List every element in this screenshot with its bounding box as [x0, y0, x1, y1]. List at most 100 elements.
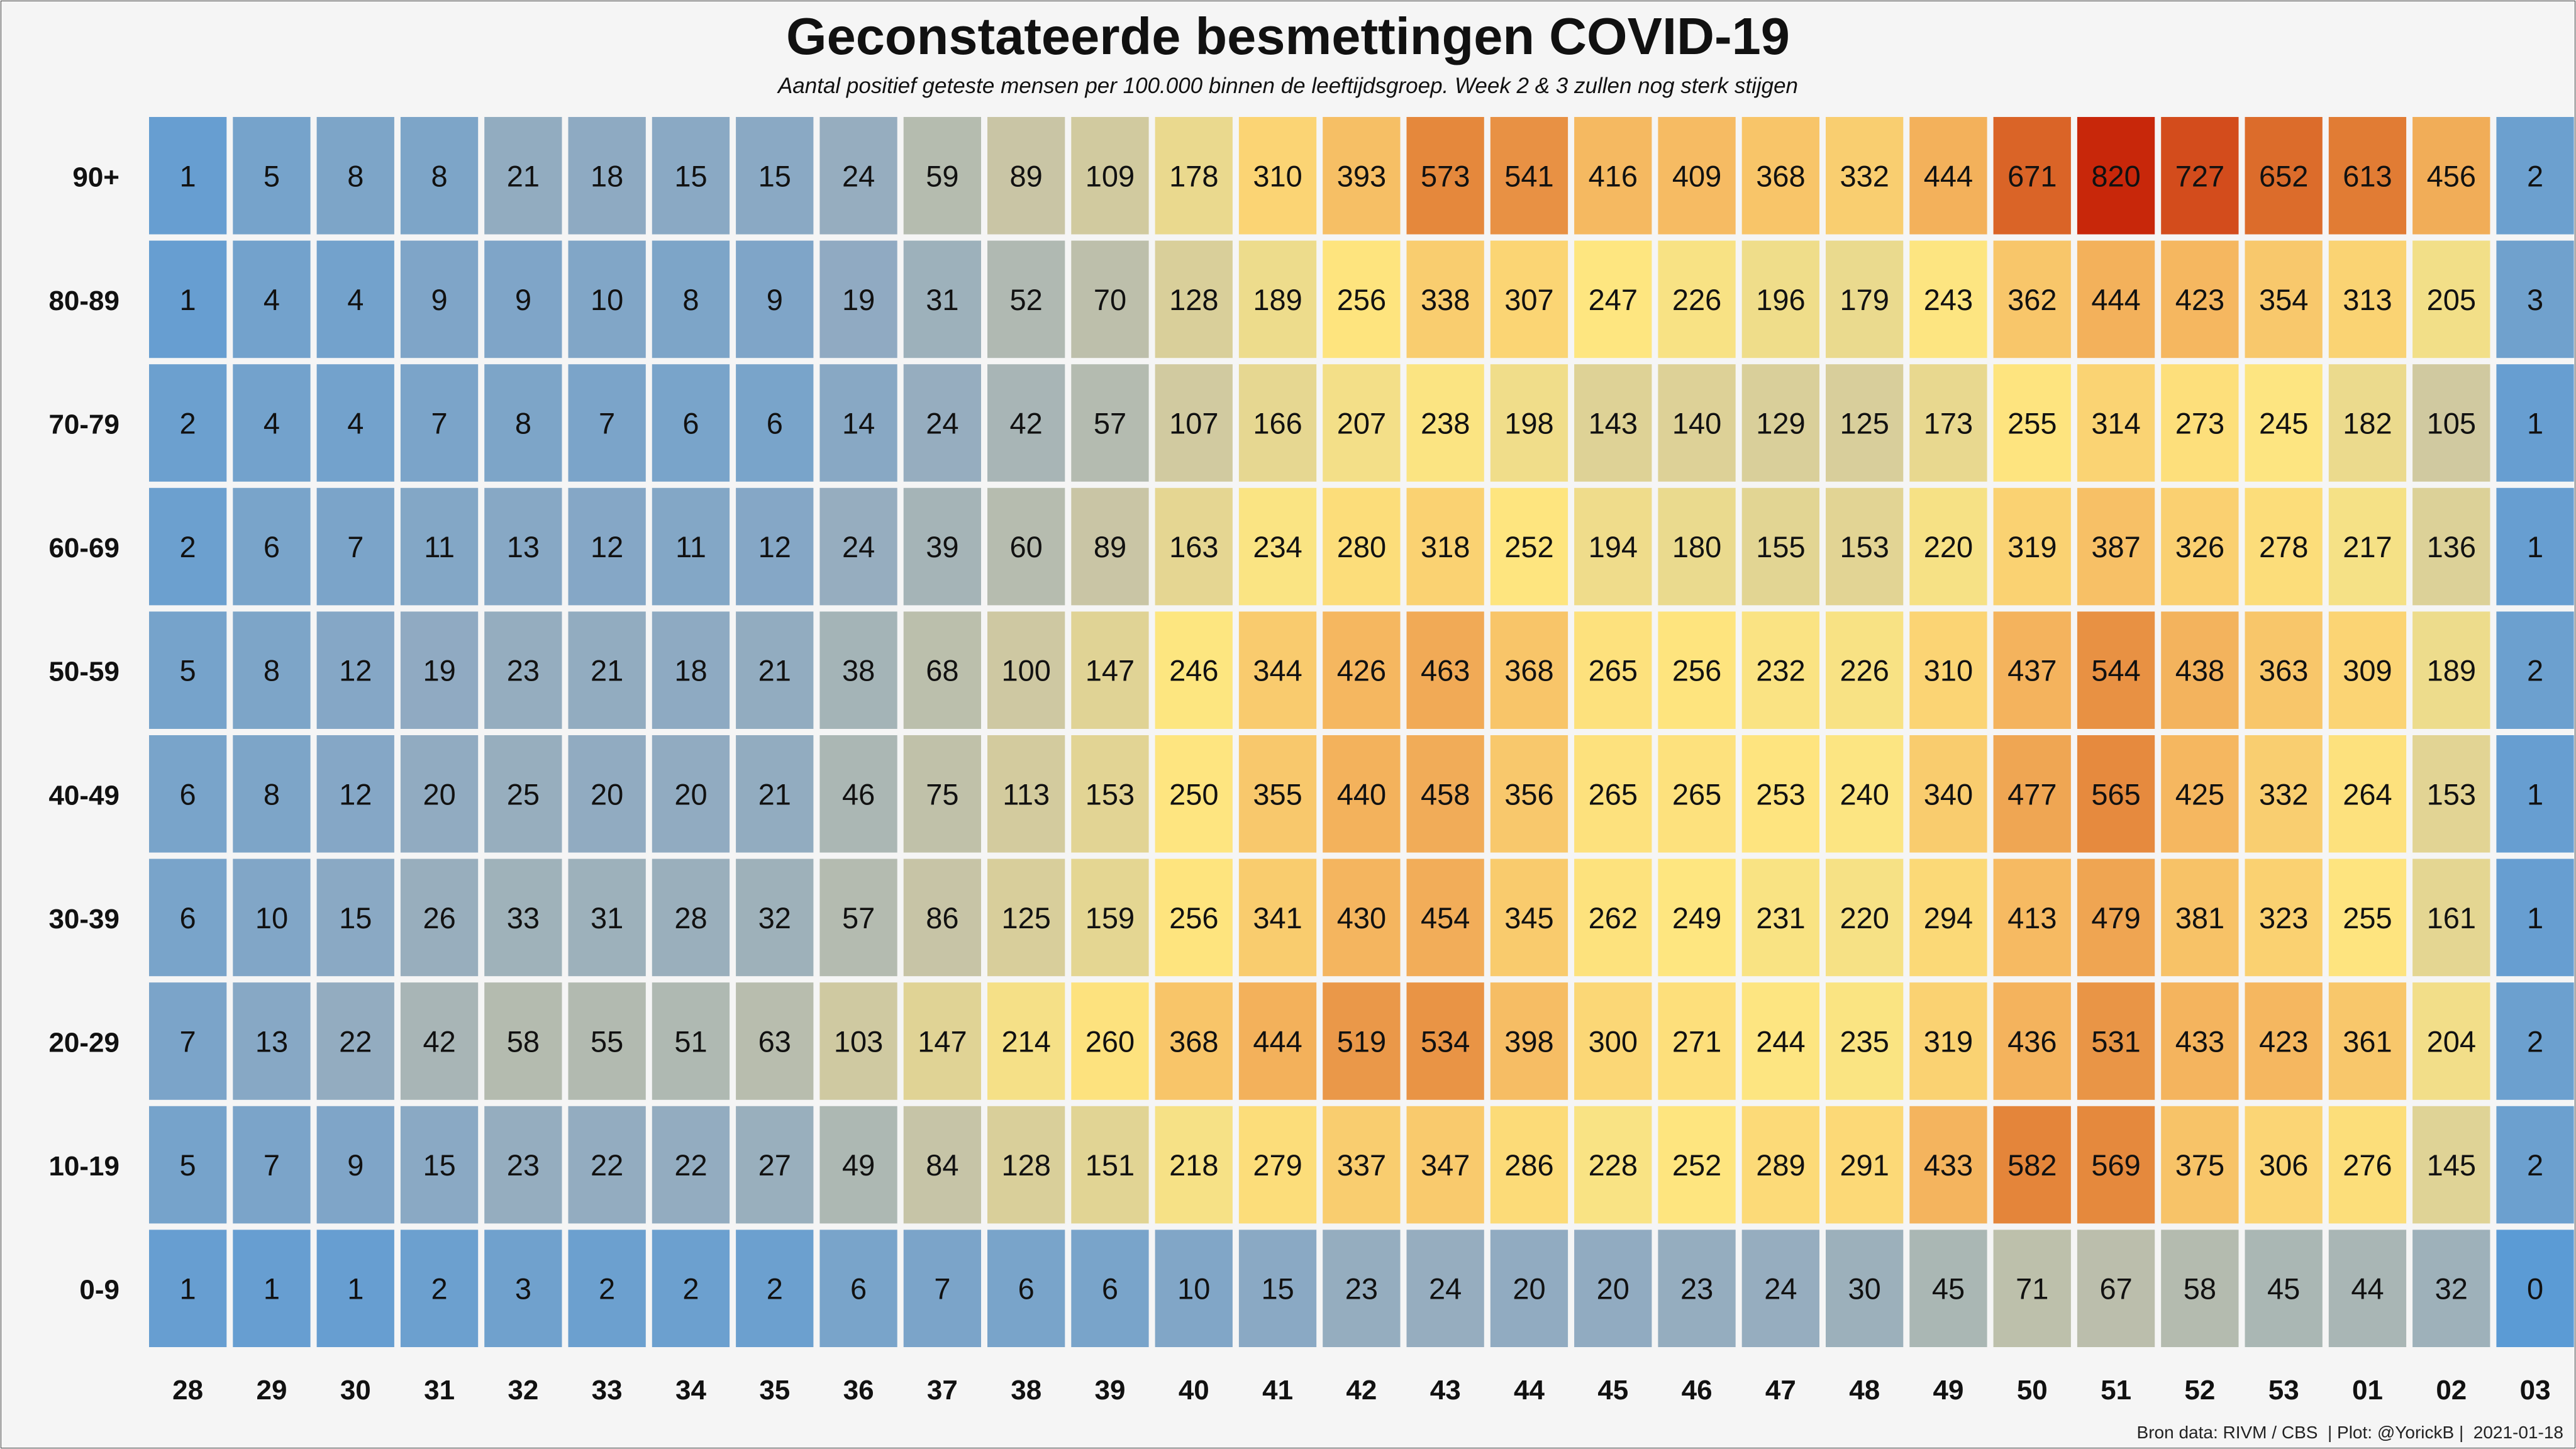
heatmap-cell [400, 611, 479, 729]
heatmap-cell [1741, 1106, 1819, 1224]
heatmap-cell [2077, 611, 2155, 729]
x-tick-label: 47 [1765, 1375, 1796, 1406]
cell-value-label: 252 [1672, 1148, 1721, 1182]
cell-value-label: 179 [1840, 283, 1889, 316]
heatmap-cell [1323, 1106, 1401, 1224]
heatmap-cell [1658, 735, 1736, 853]
heatmap-cell [1574, 611, 1652, 729]
cell-value-label: 231 [1756, 901, 1805, 935]
cell-value-label: 271 [1672, 1025, 1721, 1058]
heatmap-cell [1909, 611, 1987, 729]
heatmap-cell [568, 611, 646, 729]
heatmap-cell [1406, 611, 1484, 729]
heatmap-cell [400, 240, 479, 358]
cell-value-label: 163 [1169, 530, 1218, 564]
cell-value-label: 253 [1756, 777, 1805, 811]
heatmap-cell [2161, 1230, 2239, 1347]
heatmap-cell [1490, 611, 1568, 729]
heatmap-cell [568, 117, 646, 235]
heatmap-cell [2161, 117, 2239, 235]
cell-value-label: 332 [1840, 159, 1889, 192]
heatmap-cell [316, 487, 394, 606]
heatmap-cell [1993, 1230, 2071, 1347]
heatmap-cell [484, 982, 562, 1100]
cell-value-label: 313 [2343, 283, 2392, 316]
heatmap-cell [2328, 240, 2407, 358]
heatmap-cell [819, 982, 897, 1100]
cell-value-label: 361 [2343, 1025, 2392, 1058]
cell-value-label: 479 [2091, 901, 2140, 935]
heatmap-cell [484, 487, 562, 606]
cell-value-label: 10 [1177, 1272, 1210, 1306]
heatmap-cell [736, 240, 814, 358]
cell-value-label: 205 [2427, 283, 2476, 316]
heatmap-cell [2412, 982, 2490, 1100]
cell-value-label: 155 [1756, 530, 1805, 564]
heatmap-cell [1071, 611, 1149, 729]
x-tick-label: 35 [759, 1375, 790, 1406]
heatmap-cell [819, 858, 897, 977]
cell-value-label: 68 [926, 654, 958, 687]
heatmap-cell [1826, 735, 1904, 853]
cell-value-label: 25 [507, 777, 540, 811]
heatmap-cell [2328, 735, 2407, 853]
cell-value-label: 26 [423, 901, 455, 935]
heatmap-cell [1909, 487, 1987, 606]
y-tick-label: 90+ [72, 162, 119, 192]
cell-value-label: 387 [2091, 530, 2140, 564]
heatmap-cell [2245, 1230, 2323, 1347]
heatmap-cell [652, 364, 730, 482]
heatmap-cell [2245, 117, 2323, 235]
heatmap-cell [1071, 487, 1149, 606]
heatmap-cell [1658, 1106, 1736, 1224]
cell-value-label: 278 [2259, 530, 2308, 564]
cell-value-label: 279 [1253, 1148, 1302, 1182]
heatmap-cell [2161, 858, 2239, 977]
cell-value-label: 24 [842, 530, 875, 564]
cell-value-label: 423 [2175, 283, 2224, 316]
heatmap-cell [2412, 240, 2490, 358]
heatmap-cell [316, 117, 394, 235]
heatmap-cell [1406, 858, 1484, 977]
heatmap-cell [1071, 364, 1149, 482]
heatmap-cell [2161, 240, 2239, 358]
cell-value-label: 57 [1094, 407, 1126, 440]
cell-value-label: 727 [2175, 159, 2224, 192]
heatmap-cell [819, 1106, 897, 1224]
cell-value-label: 22 [674, 1148, 707, 1182]
cell-value-label: 3 [2527, 283, 2543, 316]
x-tick-label: 32 [508, 1375, 538, 1406]
heatmap-cell [1826, 611, 1904, 729]
cell-value-label: 23 [507, 1148, 540, 1182]
heatmap-cell [1155, 487, 1233, 606]
cell-value-label: 440 [1337, 777, 1386, 811]
x-tick-label: 28 [172, 1375, 203, 1406]
heatmap-cell [1574, 364, 1652, 482]
cell-value-label: 194 [1589, 530, 1638, 564]
heatmap-cell [568, 1230, 646, 1347]
cell-value-label: 294 [1924, 901, 1973, 935]
heatmap-cell [316, 858, 394, 977]
cell-value-label: 22 [339, 1025, 372, 1058]
heatmap-cell [316, 364, 394, 482]
heatmap-cell [1323, 117, 1401, 235]
cell-value-label: 14 [842, 407, 875, 440]
heatmap-cell [2245, 1106, 2323, 1224]
cell-value-label: 354 [2259, 283, 2308, 316]
cell-value-label: 368 [1504, 654, 1553, 687]
cell-value-label: 477 [2007, 777, 2057, 811]
heatmap-cell [2245, 240, 2323, 358]
heatmap-cell [1741, 240, 1819, 358]
heatmap-cell [2496, 982, 2574, 1100]
heatmap-cell [1741, 364, 1819, 482]
cell-value-label: 438 [2175, 654, 2224, 687]
heatmap-cell [2412, 735, 2490, 853]
heatmap-cell [2077, 982, 2155, 1100]
heatmap-cell [1658, 611, 1736, 729]
cell-value-label: 416 [1589, 159, 1638, 192]
heatmap-cell [2328, 1230, 2407, 1347]
heatmap-cell [2077, 487, 2155, 606]
cell-value-label: 11 [675, 530, 706, 564]
cell-value-label: 33 [507, 901, 540, 935]
heatmap-cell [1574, 1106, 1652, 1224]
